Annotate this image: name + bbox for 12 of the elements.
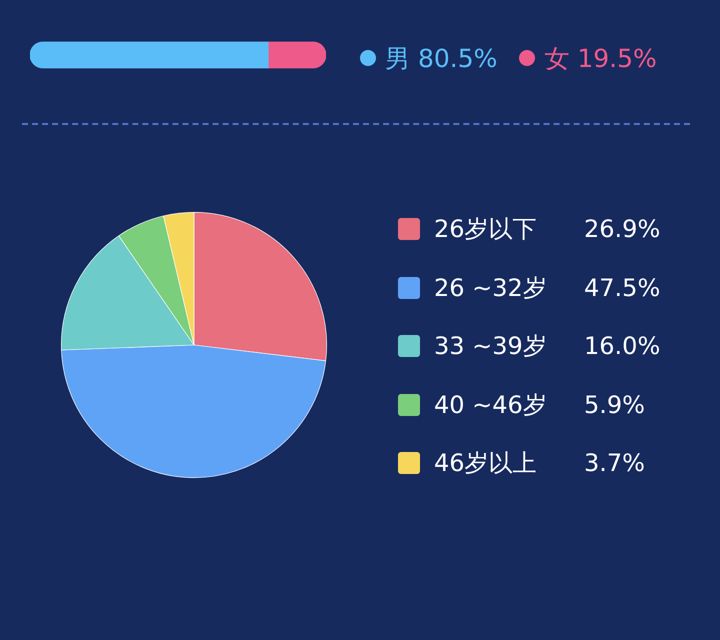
data-label: 47.5% [584,274,660,302]
legend-label: 40 ~46岁 [434,390,548,421]
legend-label: 26岁以下 [434,214,538,246]
data-label: 16.0% [584,332,660,360]
legend-label: 女 19.5% [544,42,657,74]
legend-label: 男 80.5% [385,42,498,74]
legend-label: 33 ~39岁 [434,331,548,362]
legend-label: 26 ~32岁 [434,272,548,304]
data-label: 5.9% [584,390,645,419]
legend-label: 46岁以上 [434,448,538,480]
data-label: 3.7% [584,449,645,478]
data-label: 26.9% [584,215,660,244]
